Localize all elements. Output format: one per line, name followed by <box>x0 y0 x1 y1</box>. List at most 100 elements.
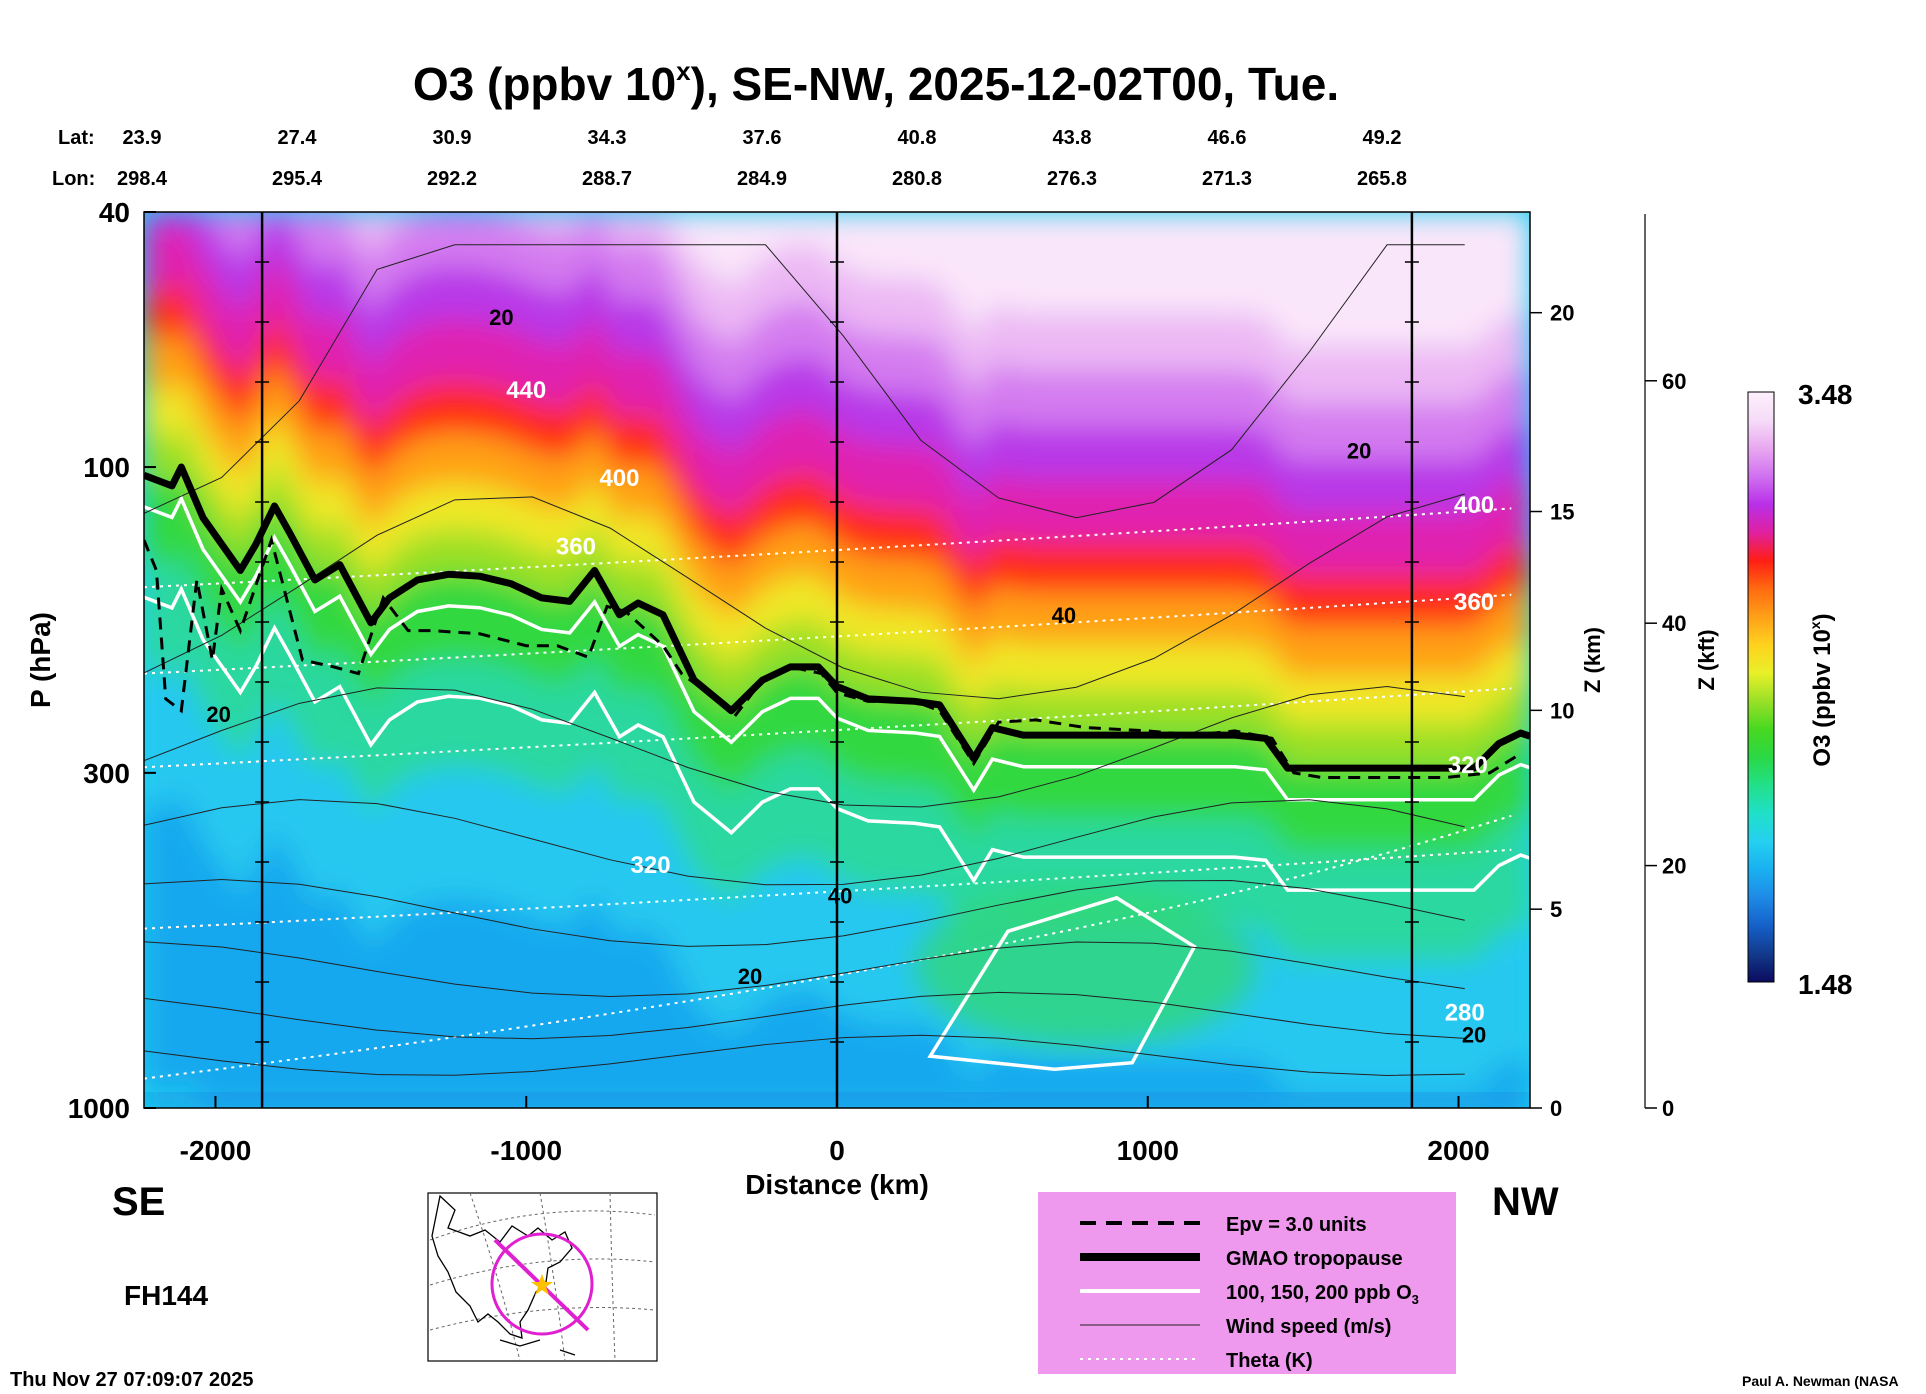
wind-label: 20 <box>738 964 762 989</box>
z-kft-tick-label: 20 <box>1662 854 1686 879</box>
credit: Paul A. Newman (NASA <box>1742 1373 1899 1389</box>
z-km-tick-label: 20 <box>1550 301 1574 326</box>
wind-label: 20 <box>206 702 230 727</box>
field-band <box>144 274 1530 626</box>
chart-title: O3 (ppbv 10x), SE-NW, 2025-12-02T00, Tue… <box>413 56 1339 110</box>
legend-label: GMAO tropopause <box>1226 1248 1403 1270</box>
y-axis: 1000 300 100 40 <box>68 197 156 1124</box>
wind-label: 20 <box>1347 439 1371 464</box>
lon-value: 276.3 <box>1047 168 1097 190</box>
map-inset <box>427 1192 658 1362</box>
lat-value: 27.4 <box>278 127 318 149</box>
lat-value: 43.8 <box>1053 127 1092 149</box>
lon-value: 292.2 <box>427 168 477 190</box>
lat-value: 30.9 <box>433 127 472 149</box>
y-tick-label: 40 <box>99 197 130 228</box>
lon-value: 288.7 <box>582 168 632 190</box>
tropopause-line <box>144 463 1530 772</box>
field-band <box>144 467 1530 852</box>
theta-label: 320 <box>1448 752 1488 779</box>
colorbar: 3.48 1.48 O3 (ppbv 10x) <box>1747 379 1853 1000</box>
wind-contour <box>144 244 1465 519</box>
lon-label: Lon: <box>52 168 95 190</box>
z-km-tick-label: 0 <box>1550 1096 1562 1121</box>
theta-label: 440 <box>506 377 546 404</box>
wind-contour <box>144 991 1465 1040</box>
colorbar-fill <box>1747 391 1775 983</box>
x-tick-label: 1000 <box>1117 1135 1179 1166</box>
theta-label: 400 <box>599 465 639 492</box>
x-axis-label: Distance (km) <box>745 1169 929 1200</box>
field-band <box>144 324 1530 677</box>
timestamp: Thu Nov 27 07:09:07 2025 <box>10 1369 253 1391</box>
lat-lon-header: 23.9 298.4 27.4 295.4 30.9 292.2 34.3 288.7 37.6… <box>117 127 1407 190</box>
green-anomaly <box>915 885 1256 1046</box>
z-kft-label: Z (kft) <box>1694 629 1719 690</box>
z-km-label: Z (km) <box>1580 627 1605 693</box>
map-center-star <box>531 1274 553 1295</box>
wind-label: 40 <box>1052 603 1076 628</box>
colorbar-min: 1.48 <box>1798 969 1853 1000</box>
wind-contour <box>144 941 1465 998</box>
lat-label: Lat: <box>58 127 95 149</box>
lat-value: 40.8 <box>898 127 937 149</box>
field-band <box>144 212 1530 576</box>
lat-value: 49.2 <box>1363 127 1402 149</box>
legend-label: Wind speed (m/s) <box>1226 1316 1391 1338</box>
lat-value: 34.3 <box>588 127 627 149</box>
theta-label: 360 <box>1454 589 1494 616</box>
lon-value: 271.3 <box>1202 168 1252 190</box>
map-range-circle <box>490 1232 594 1336</box>
wind-contour <box>144 1034 1465 1076</box>
z-kft-tick-label: 40 <box>1662 611 1686 636</box>
lon-value: 284.9 <box>737 168 787 190</box>
z-km-tick-label: 5 <box>1550 897 1562 922</box>
wind-label: 20 <box>489 305 513 330</box>
z-kft-tick-label: 60 <box>1662 369 1686 394</box>
x-axis: -2000 -1000 0 1000 2000 <box>180 1096 1490 1166</box>
legend-label: Theta (K) <box>1226 1350 1313 1372</box>
wind-contour <box>144 686 1465 808</box>
wind-contour <box>144 799 1465 886</box>
colorbar-label: O3 (ppbv 10x) <box>1807 613 1836 766</box>
theta-label: 400 <box>1454 492 1494 519</box>
wind-contour <box>144 878 1465 947</box>
wind-contour <box>144 493 1465 700</box>
theta-label: 320 <box>631 852 671 879</box>
lon-value: 265.8 <box>1357 168 1407 190</box>
field-band <box>144 375 1530 723</box>
ozone-contour-closed <box>927 895 1197 1071</box>
x-tick-label: -1000 <box>490 1135 562 1166</box>
field-band <box>144 790 1530 1108</box>
x-tick-label: 2000 <box>1427 1135 1489 1166</box>
y-tick-label: 100 <box>83 452 130 483</box>
lon-value: 298.4 <box>117 168 168 190</box>
lat-value: 37.6 <box>743 127 782 149</box>
theta-label: 280 <box>1445 999 1485 1026</box>
field-band <box>144 421 1530 769</box>
y-tick-label: 300 <box>83 758 130 789</box>
wind-label: 40 <box>828 884 852 909</box>
lon-value: 295.4 <box>272 168 323 190</box>
z-km-tick-label: 10 <box>1550 698 1574 723</box>
ozone-contour-1 <box>144 494 1530 802</box>
lon-value: 280.8 <box>892 168 942 190</box>
legend: Epv = 3.0 units GMAO tropopause 100, 150, … <box>1038 1192 1456 1374</box>
y-tick-label: 1000 <box>68 1093 130 1124</box>
legend-label: 100, 150, 200 ppb O3 <box>1226 1282 1419 1307</box>
map-grid <box>429 1193 656 1361</box>
overlay-lines <box>144 244 1530 1080</box>
field-band <box>144 212 1530 347</box>
legend-label: Epv = 3.0 units <box>1226 1214 1367 1236</box>
lat-value: 23.9 <box>123 127 162 149</box>
z-km-tick-label: 15 <box>1550 500 1574 525</box>
lat-value: 46.6 <box>1208 127 1247 149</box>
theta-label: 360 <box>556 534 596 561</box>
z-kft-tick-label: 0 <box>1662 1096 1674 1121</box>
colorbar-max: 3.48 <box>1798 379 1853 410</box>
z-kft-axis: 0 20 40 60 <box>1644 214 1686 1121</box>
y-axis-label: P (hPa) <box>25 612 56 708</box>
z-km-axis: 0 5 10 15 20 <box>1530 301 1574 1121</box>
x-tick-label: 0 <box>829 1135 845 1166</box>
